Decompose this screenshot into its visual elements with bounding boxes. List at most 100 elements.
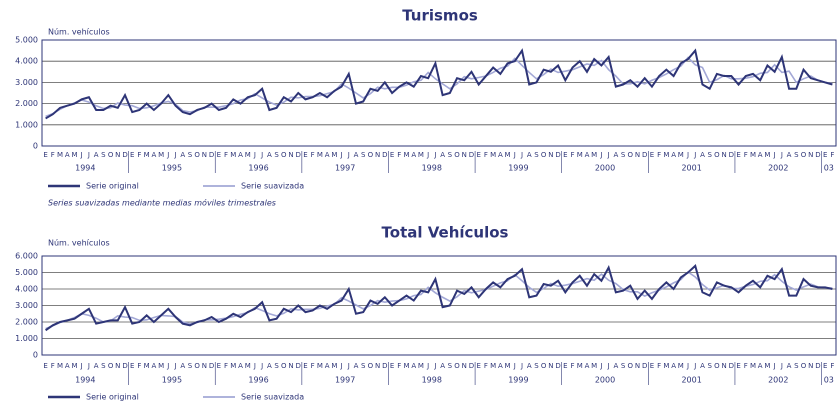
x-tick-label: A	[700, 362, 705, 370]
x-tick-label: A	[151, 151, 156, 159]
y-tick-label: 5.000	[15, 268, 38, 277]
x-tick-label: F	[137, 151, 141, 159]
x-tick-label: J	[80, 362, 83, 370]
x-tick-label: A	[613, 362, 618, 370]
x-tick-label: M	[331, 151, 337, 159]
x-tick-label: D	[469, 151, 474, 159]
x-tick-label: F	[744, 151, 748, 159]
x-tick-label: O	[454, 362, 460, 370]
x-tick-label: O	[714, 151, 720, 159]
year-label: 1994	[75, 376, 95, 385]
x-tick-label: O	[108, 362, 114, 370]
year-label: 2001	[681, 376, 701, 385]
x-tick-label: M	[71, 151, 77, 159]
y-axis-label: Núm. vehículos	[48, 239, 110, 248]
x-tick-label: M	[577, 151, 583, 159]
x-tick-label: O	[714, 362, 720, 370]
y-tick-label: 1.000	[15, 120, 38, 129]
x-tick-label: F	[484, 362, 488, 370]
x-tick-label: J	[87, 151, 90, 159]
x-tick-label: E	[563, 151, 567, 159]
chart-title: Total Vehículos	[382, 224, 509, 242]
x-tick-label: S	[188, 362, 193, 370]
x-tick-label: N	[375, 362, 380, 370]
x-tick-label: M	[490, 362, 496, 370]
x-tick-label: D	[469, 362, 474, 370]
year-label: 1995	[162, 376, 182, 385]
x-tick-label: N	[462, 151, 467, 159]
x-tick-label: F	[397, 362, 401, 370]
x-tick-label: F	[830, 151, 834, 159]
x-tick-label: M	[245, 362, 251, 370]
x-tick-label: M	[331, 362, 337, 370]
x-tick-label: S	[534, 151, 539, 159]
x-tick-label: O	[368, 151, 374, 159]
x-tick-label: N	[288, 151, 293, 159]
x-tick-label: F	[744, 362, 748, 370]
year-label: 2002	[768, 164, 788, 173]
x-tick-label: D	[122, 151, 127, 159]
x-tick-label: E	[650, 362, 654, 370]
x-tick-label: J	[253, 362, 256, 370]
x-tick-label: E	[303, 362, 307, 370]
x-tick-label: A	[527, 151, 532, 159]
x-tick-label: M	[577, 362, 583, 370]
x-tick-label: A	[180, 151, 185, 159]
x-tick-label: A	[671, 151, 676, 159]
x-tick-label: N	[548, 151, 553, 159]
y-tick-label: 3.000	[15, 301, 38, 310]
y-tick-label: 5.000	[15, 36, 38, 45]
x-tick-label: M	[663, 151, 669, 159]
x-tick-label: D	[729, 362, 734, 370]
x-tick-label: E	[823, 151, 827, 159]
x-tick-label: J	[433, 151, 436, 159]
x-tick-label: S	[188, 151, 193, 159]
year-label: 2001	[681, 164, 701, 173]
x-tick-label: A	[787, 151, 792, 159]
x-tick-label: E	[130, 151, 134, 159]
year-label: 1998	[422, 164, 442, 173]
x-tick-label: E	[390, 362, 394, 370]
x-tick-label: M	[403, 151, 409, 159]
year-label: 1996	[248, 164, 268, 173]
x-tick-label: A	[758, 151, 763, 159]
x-tick-label: D	[555, 362, 560, 370]
y-tick-label: 4.000	[15, 285, 38, 294]
x-tick-label: J	[773, 151, 776, 159]
x-tick-label: O	[194, 362, 200, 370]
year-label: 1995	[162, 164, 182, 173]
x-tick-label: F	[51, 151, 55, 159]
legend-label: Serie original	[86, 182, 139, 191]
x-tick-label: E	[217, 362, 221, 370]
x-tick-label: A	[613, 151, 618, 159]
x-tick-label: E	[476, 151, 480, 159]
x-tick-label: S	[101, 362, 106, 370]
x-tick-label: J	[607, 362, 610, 370]
x-tick-label: M	[678, 151, 684, 159]
legend-label: Serie original	[86, 393, 139, 402]
x-tick-label: J	[773, 362, 776, 370]
x-tick-label: J	[347, 362, 350, 370]
x-tick-label: F	[224, 362, 228, 370]
x-tick-label: N	[115, 151, 120, 159]
x-tick-label: D	[815, 362, 820, 370]
series-line	[45, 270, 833, 330]
x-tick-label: A	[325, 151, 330, 159]
x-tick-label: N	[721, 362, 726, 370]
x-tick-label: A	[267, 362, 272, 370]
x-tick-label: J	[426, 151, 429, 159]
x-tick-label: A	[440, 151, 445, 159]
year-label: 1994	[75, 164, 95, 173]
x-tick-label: J	[340, 362, 343, 370]
x-tick-label: S	[274, 151, 279, 159]
x-tick-label: E	[476, 362, 480, 370]
x-tick-label: F	[657, 151, 661, 159]
x-tick-label: J	[426, 362, 429, 370]
x-tick-label: A	[498, 151, 503, 159]
x-tick-label: F	[571, 362, 575, 370]
x-tick-label: M	[71, 362, 77, 370]
x-tick-label: A	[585, 151, 590, 159]
x-tick-label: J	[80, 151, 83, 159]
x-tick-label: N	[721, 151, 726, 159]
x-tick-label: A	[411, 362, 416, 370]
